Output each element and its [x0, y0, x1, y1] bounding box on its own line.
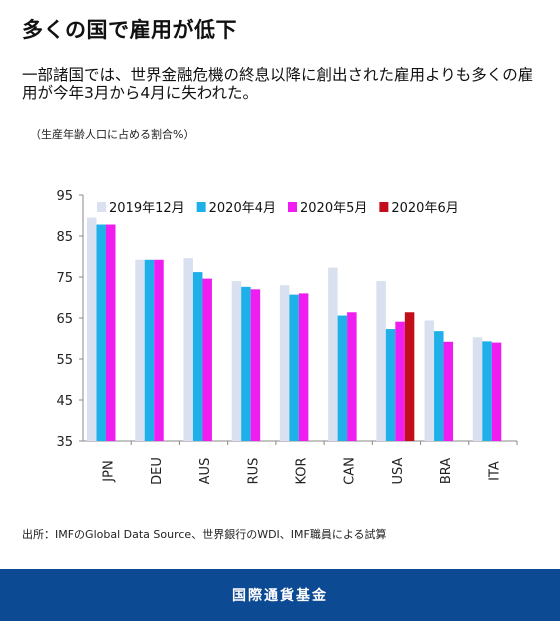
- bar-jpn-series-1: [87, 217, 97, 441]
- y-tick-label: 75: [56, 271, 73, 286]
- chart-subtitle: 一部諸国では、世界金融危機の終息以降に創出された雇用よりも多くの雇用が今年3月か…: [22, 66, 534, 102]
- bar-deu-series-3: [154, 259, 164, 441]
- x-tick-label: RUS: [246, 458, 261, 485]
- bar-jpn-series-3: [106, 224, 116, 441]
- bar-can-series-1: [328, 267, 338, 441]
- legend-swatch-3: [288, 202, 297, 212]
- legend-label-4: 2020年6月: [391, 201, 458, 216]
- y-tick-label: 95: [56, 189, 73, 204]
- bar-rus-series-1: [231, 281, 242, 441]
- x-tick-label: AUS: [198, 458, 213, 485]
- y-tick-label: 85: [56, 230, 73, 245]
- y-axis-label: （生産年齢人口に占める割合%）: [30, 128, 195, 141]
- legend-label-2: 2020年4月: [209, 201, 276, 216]
- bar-usa-series-3: [395, 321, 405, 441]
- legend-label-3: 2020年5月: [300, 201, 367, 216]
- bar-kor-series-1: [279, 285, 290, 441]
- bar-kor-series-2: [289, 294, 299, 441]
- bar-jpn-series-2: [96, 224, 106, 441]
- bar-aus-series-2: [192, 272, 203, 441]
- chart-title: 多くの国で雇用が低下: [22, 18, 237, 42]
- legend-label-1: 2019年12月: [109, 201, 185, 216]
- bar-deu-series-2: [144, 259, 155, 441]
- legend-swatch-4: [379, 202, 389, 212]
- bar-chart: 35 45 55 65 75 85 95 JPN DEU AUS RUS KOR CAN USA BRA IT…: [56, 189, 518, 485]
- x-tick-label: USA: [391, 457, 406, 484]
- bar-usa-series-4: [404, 312, 415, 441]
- bar-rus-series-2: [241, 286, 251, 441]
- footer-organization: 国際通貨基金: [232, 588, 328, 604]
- bar-rus-series-3: [250, 289, 261, 441]
- bar-ita-series-3: [491, 342, 502, 441]
- x-tick-label: DEU: [150, 457, 165, 485]
- bar-ita-series-1: [472, 337, 483, 441]
- bar-bra-series-1: [424, 320, 435, 441]
- legend-swatch-1: [97, 202, 106, 212]
- bar-bra-series-2: [434, 331, 444, 441]
- source-note: 出所：IMFのGlobal Data Source、世界銀行のWDI、IMF職員…: [22, 528, 387, 541]
- x-tick-label: KOR: [295, 457, 310, 484]
- y-tick-label: 55: [56, 353, 73, 368]
- bar-can-series-3: [347, 312, 357, 441]
- bar-usa-series-2: [385, 329, 396, 441]
- bar-aus-series-3: [202, 278, 212, 441]
- footer-bar: 国際通貨基金: [0, 569, 560, 621]
- bar-can-series-2: [337, 315, 348, 441]
- bar-ita-series-2: [482, 341, 492, 441]
- legend-swatch-2: [196, 202, 206, 212]
- bar-deu-series-1: [135, 259, 145, 441]
- bar-bra-series-3: [443, 341, 454, 441]
- x-tick-label: JPN: [102, 460, 117, 482]
- bar-usa-series-1: [376, 281, 386, 441]
- bar-kor-series-3: [298, 293, 309, 441]
- y-tick-label: 45: [56, 394, 73, 409]
- x-tick-label: ITA: [487, 461, 502, 481]
- y-tick-label: 65: [56, 312, 73, 327]
- bar-aus-series-1: [183, 258, 193, 441]
- x-tick-label: BRA: [439, 458, 454, 484]
- x-tick-label: CAN: [343, 457, 358, 485]
- y-tick-label: 35: [56, 435, 73, 450]
